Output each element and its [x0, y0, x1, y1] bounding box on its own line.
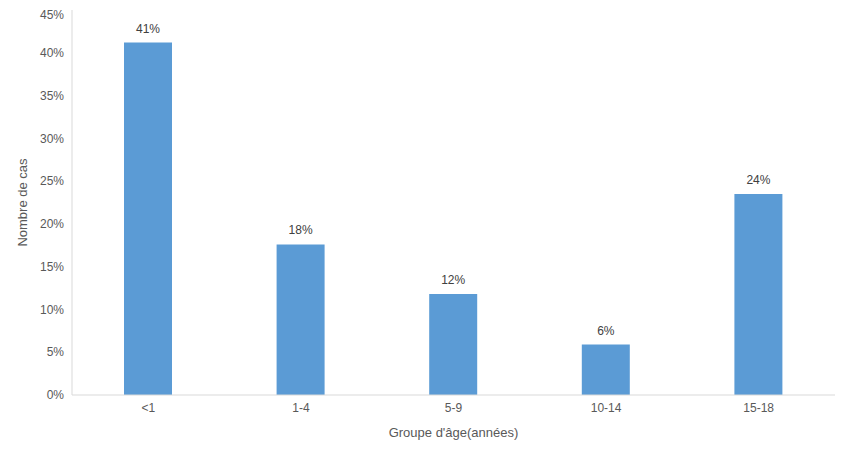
svg-text:Nombre de cas: Nombre de cas	[15, 158, 30, 247]
svg-text:40%: 40%	[40, 46, 64, 60]
svg-text:Groupe d'âge(années): Groupe d'âge(années)	[389, 425, 519, 440]
svg-text:15%: 15%	[40, 260, 64, 274]
svg-text:10%: 10%	[40, 303, 64, 317]
svg-text:18%: 18%	[289, 223, 313, 237]
svg-text:35%: 35%	[40, 89, 64, 103]
svg-text:15-18: 15-18	[743, 401, 774, 415]
svg-text:<1: <1	[141, 401, 155, 415]
svg-text:41%: 41%	[136, 22, 160, 36]
svg-text:45%: 45%	[40, 8, 64, 22]
svg-text:5-9: 5-9	[445, 401, 463, 415]
svg-text:12%: 12%	[441, 273, 465, 287]
svg-text:0%: 0%	[47, 388, 65, 402]
svg-text:10-14: 10-14	[591, 401, 622, 415]
svg-text:20%: 20%	[40, 217, 64, 231]
svg-text:6%: 6%	[597, 324, 615, 338]
svg-text:24%: 24%	[746, 173, 770, 187]
svg-text:30%: 30%	[40, 132, 64, 146]
svg-text:5%: 5%	[47, 345, 65, 359]
svg-text:25%: 25%	[40, 174, 64, 188]
svg-text:1-4: 1-4	[292, 401, 310, 415]
